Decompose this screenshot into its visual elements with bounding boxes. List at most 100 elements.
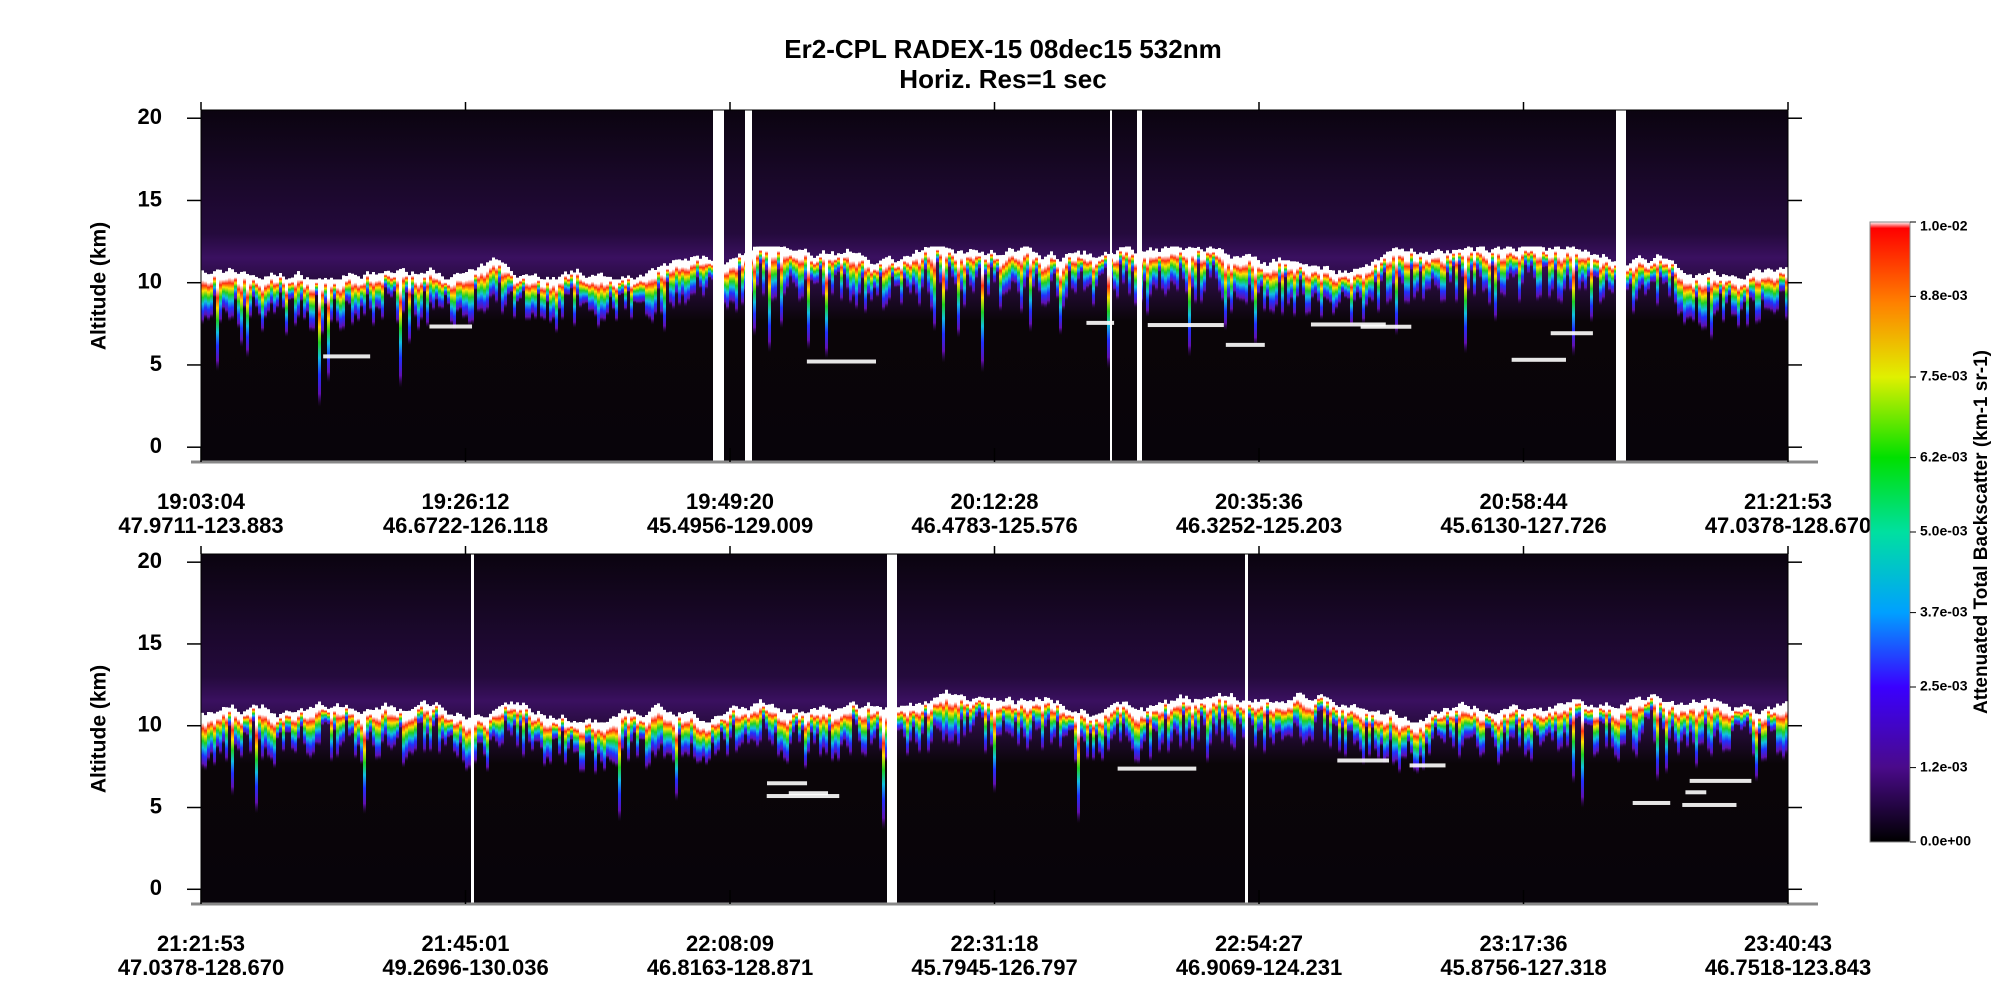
cloud-layer <box>1254 699 1257 750</box>
cloud-layer <box>1131 707 1134 753</box>
data-gap <box>1245 554 1248 904</box>
cloud-layer <box>543 715 546 768</box>
cloud-layer <box>1224 695 1227 717</box>
cloud-layer <box>1401 717 1404 760</box>
cloud-layer <box>441 707 444 742</box>
cloud-layer <box>396 270 399 325</box>
cloud-layer <box>777 708 780 759</box>
cloud-layer <box>630 709 633 744</box>
cloud-layer <box>1194 247 1197 305</box>
cloud-layer <box>714 716 717 757</box>
cloud-layer <box>1746 275 1749 329</box>
cloud-layer <box>852 701 855 721</box>
cloud-layer <box>1365 709 1368 729</box>
cloud-layer <box>1461 701 1464 749</box>
cloud-layer <box>642 717 645 741</box>
cloud-layer <box>1695 702 1698 770</box>
cloud-layer <box>1677 267 1680 318</box>
cloud-layer <box>798 712 801 744</box>
cloud-layer <box>1209 698 1212 748</box>
cloud-layer <box>504 263 507 309</box>
cloud-layer <box>933 697 936 728</box>
cloud-layer <box>1515 705 1518 726</box>
cloud-layer <box>1311 700 1314 744</box>
cloud-layer <box>582 722 585 774</box>
cloud-layer <box>1743 279 1746 304</box>
cloud-layer <box>1512 704 1515 741</box>
cloud-layer <box>234 708 237 748</box>
cloud-layer <box>1287 260 1290 308</box>
cloud-layer <box>1674 263 1677 306</box>
cloud-layer <box>771 246 774 304</box>
cloud-layer <box>432 704 435 728</box>
cloud-layer <box>648 270 651 321</box>
cloud-layer <box>1422 721 1425 772</box>
cloud-layer <box>699 258 702 289</box>
cloud-layer <box>1038 255 1041 294</box>
y-tick-label: 0 <box>150 433 162 458</box>
cloud-layer <box>1281 701 1284 743</box>
cloud-layer <box>834 709 837 757</box>
cloud-layer <box>1206 696 1209 764</box>
cloud-layer <box>1251 702 1254 727</box>
cloud-layer <box>894 262 897 288</box>
data-gap <box>1616 110 1626 462</box>
cloud-layer <box>1338 706 1341 755</box>
cloud-layer <box>1413 722 1416 773</box>
cloud-layer <box>1098 256 1101 277</box>
cloud-layer <box>1011 700 1014 740</box>
cloud-layer <box>741 255 744 307</box>
cloud-layer <box>1026 246 1029 280</box>
cloud-layer <box>1044 697 1047 729</box>
cloud-layer <box>1626 702 1629 727</box>
cloud-layer <box>540 714 543 751</box>
cloud-layer <box>774 246 777 302</box>
cloud-layer <box>390 705 393 752</box>
cloud-layer <box>768 246 771 353</box>
cloud-layer <box>1452 249 1455 268</box>
cloud-layer <box>1218 692 1221 722</box>
cloud-layer <box>522 702 525 759</box>
cloud-layer <box>339 707 342 749</box>
cloud-layer <box>324 706 327 724</box>
cloud-layer <box>417 705 420 725</box>
cloud-layer <box>366 271 369 296</box>
cloud-layer <box>498 260 501 285</box>
cloud-layer <box>306 277 309 314</box>
cloud-layer <box>474 270 477 291</box>
cloud-layer <box>1206 247 1209 271</box>
x-tick-location: 46.6722-126.118 <box>383 513 548 538</box>
cloud-layer <box>876 263 879 298</box>
cloud-layer <box>1599 704 1602 723</box>
cloud-layer <box>678 712 681 737</box>
cloud-layer <box>522 274 525 293</box>
cloud-layer <box>1425 251 1428 293</box>
cloud-layer <box>1353 268 1356 303</box>
cloud-layer <box>252 275 255 299</box>
y-tick-label: 10 <box>138 712 162 737</box>
cloud-layer <box>552 717 555 741</box>
cloud-layer <box>453 715 456 754</box>
cloud-layer <box>864 705 867 759</box>
cloud-layer <box>651 268 654 325</box>
cloud-layer <box>1389 709 1392 743</box>
cloud-layer <box>837 253 840 274</box>
cloud-layer <box>903 705 906 740</box>
cloud-layer <box>1146 250 1149 317</box>
cloud-layer <box>1176 698 1179 737</box>
cloud-layer <box>1107 253 1110 369</box>
cloud-layer <box>1635 258 1638 303</box>
cloud-layer <box>846 705 849 750</box>
x-tick-label: 21:21:53 <box>157 931 245 956</box>
cloud-layer <box>516 702 519 750</box>
cloud-layer <box>1356 707 1359 744</box>
cloud-layer <box>267 276 270 314</box>
cloud-layer <box>1482 246 1485 295</box>
cloud-layer <box>1782 703 1785 761</box>
cloud-layer <box>240 271 243 347</box>
cloud-layer <box>633 279 636 303</box>
cloud-layer <box>534 714 537 743</box>
y-axis-label: Altitude (km) <box>88 222 111 350</box>
cloud-layer <box>1641 699 1644 736</box>
cloud-layer <box>1152 250 1155 288</box>
